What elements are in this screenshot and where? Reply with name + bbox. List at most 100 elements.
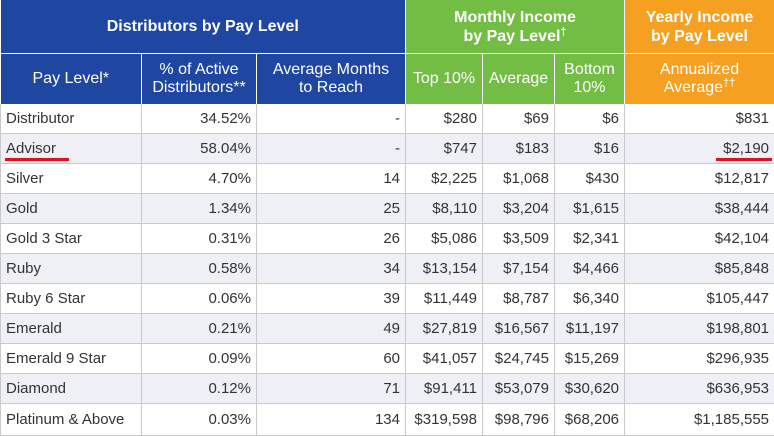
cell-avg-months-text: 26 <box>383 230 400 247</box>
cell-pay-level-text: Silver <box>6 170 44 187</box>
cell-top10-text: $2,225 <box>431 170 477 187</box>
cell-pct-active-text: 4.70% <box>208 170 251 187</box>
cell-average-text: $8,787 <box>503 290 549 307</box>
table-row: Ruby 0.58% 34 $13,154 $7,154 $4,466 $85,848 <box>0 253 774 284</box>
cell-bottom10: $68,206 <box>554 403 626 436</box>
cell-pay-level: Emerald <box>0 313 142 344</box>
cell-avg-months: 26 <box>256 223 406 254</box>
cell-annualized-text: $1,185,555 <box>693 411 770 428</box>
table-row: Emerald 0.21% 49 $27,819 $16,567 $11,197 $198,… <box>0 313 774 344</box>
cell-avg-months: 60 <box>256 343 406 374</box>
cell-avg-months: 25 <box>256 193 406 224</box>
cell-pay-level-text: Emerald <box>6 320 62 337</box>
cell-average: $1,068 <box>482 163 555 194</box>
cell-avg-months-text: - <box>395 140 400 157</box>
cell-avg-months-text: 49 <box>383 320 400 337</box>
cell-pay-level-text: Gold 3 Star <box>6 230 82 247</box>
cell-pay-level-text: Advisor <box>6 140 57 157</box>
cell-bottom10: $2,341 <box>554 223 626 254</box>
table-row: Emerald 9 Star 0.09% 60 $41,057 $24,745 $15,2… <box>0 343 774 374</box>
cell-annualized: $12,817 <box>624 163 774 194</box>
cell-top10: $41,057 <box>405 343 483 374</box>
cell-top10: $280 <box>405 104 483 134</box>
cell-annualized-text: $42,104 <box>714 230 770 247</box>
cell-pct-active: 0.06% <box>141 283 257 314</box>
cell-top10-text: $319,598 <box>414 411 477 428</box>
cell-pay-level-text: Gold <box>6 200 38 217</box>
cell-pct-active-text: 58.04% <box>200 140 251 157</box>
table-row: Diamond 0.12% 71 $91,411 $53,079 $30,620 $636,… <box>0 373 774 404</box>
col-header-pay-level: Pay Level* <box>0 53 142 104</box>
cell-average: $7,154 <box>482 253 555 284</box>
table-row: Platinum & Above 0.03% 134 $319,598 $98,796 $… <box>0 403 774 436</box>
cell-top10-text: $91,411 <box>423 380 477 397</box>
cell-pct-active: 0.09% <box>141 343 257 374</box>
table-row: Gold 1.34% 25 $8,110 $3,204 $1,615 $38,444 <box>0 193 774 224</box>
group-header-distributors: Distributors by Pay Level <box>0 0 406 54</box>
cell-bottom10-text: $15,269 <box>564 350 620 367</box>
cell-avg-months-text: 71 <box>383 380 400 397</box>
cell-bottom10: $30,620 <box>554 373 626 404</box>
cell-annualized-text: $12,817 <box>714 170 770 187</box>
cell-pct-active: 0.31% <box>141 223 257 254</box>
cell-avg-months: 34 <box>256 253 406 284</box>
cell-average-text: $98,796 <box>494 411 549 428</box>
col-header-annualized: Annualized Average†† <box>624 53 774 104</box>
table-body: Distributor 34.52% - $280 $69 $6 $831 Advisor 58… <box>0 104 774 436</box>
cell-avg-months-text: 134 <box>374 411 400 428</box>
cell-annualized-text: $105,447 <box>706 290 770 307</box>
cell-annualized-text: $85,848 <box>714 260 770 277</box>
cell-pct-active-text: 0.21% <box>208 320 251 337</box>
group-header-monthly-income: Monthly Income by Pay Level† <box>405 0 626 54</box>
cell-annualized: $85,848 <box>624 253 774 284</box>
cell-annualized-text: $296,935 <box>706 350 770 367</box>
cell-pct-active-text: 0.31% <box>208 230 251 247</box>
cell-pct-active: 1.34% <box>141 193 257 224</box>
cell-pct-active: 58.04% <box>141 133 257 164</box>
cell-avg-months: 134 <box>256 403 406 436</box>
cell-pay-level-text: Platinum & Above <box>6 411 125 428</box>
bottom-header-line1: Bottom <box>564 61 615 78</box>
cell-top10-text: $11,449 <box>423 290 477 307</box>
cell-avg-months: - <box>256 133 406 164</box>
cell-top10: $11,449 <box>405 283 483 314</box>
cell-annualized: $1,185,555 <box>624 403 774 436</box>
cell-pct-active: 0.03% <box>141 403 257 436</box>
monthly-footnote-mark: † <box>560 25 567 38</box>
cell-pct-active: 0.58% <box>141 253 257 284</box>
cell-annualized: $105,447 <box>624 283 774 314</box>
cell-annualized-text: $831 <box>735 110 770 127</box>
cell-avg-months-text: 14 <box>383 170 400 187</box>
cell-bottom10-text: $68,206 <box>564 411 620 428</box>
cell-bottom10-text: $11,197 <box>565 320 620 337</box>
cell-average: $16,567 <box>482 313 555 344</box>
avg-header-line2: to Reach <box>298 79 364 96</box>
cell-bottom10: $6 <box>554 104 626 134</box>
cell-bottom10: $430 <box>554 163 626 194</box>
cell-avg-months-text: 60 <box>383 350 400 367</box>
cell-pct-active-text: 1.34% <box>208 200 251 217</box>
cell-pct-active-text: 0.03% <box>208 411 251 428</box>
cell-top10: $27,819 <box>405 313 483 344</box>
cell-average-text: $1,068 <box>503 170 549 187</box>
cell-top10: $2,225 <box>405 163 483 194</box>
cell-annualized-text: $636,953 <box>706 380 770 397</box>
cell-average-text: $69 <box>523 110 549 127</box>
bottom-header-line2: 10% <box>573 79 606 96</box>
cell-pay-level: Ruby 6 Star <box>0 283 142 314</box>
cell-pay-level: Gold <box>0 193 142 224</box>
annual-header-line2: Average <box>663 79 724 96</box>
cell-annualized-text: $2,190 <box>723 140 770 157</box>
cell-top10-text: $13,154 <box>422 260 477 277</box>
cell-pct-active: 34.52% <box>141 104 257 134</box>
cell-pct-active: 0.21% <box>141 313 257 344</box>
cell-pay-level-text: Ruby <box>6 260 42 277</box>
cell-annualized-text: $38,444 <box>714 200 770 217</box>
cell-pay-level: Advisor <box>0 133 142 164</box>
cell-average: $24,745 <box>482 343 555 374</box>
cell-average-text: $7,154 <box>503 260 549 277</box>
col-header-bottom10: Bottom 10% <box>554 53 626 104</box>
cell-bottom10: $4,466 <box>554 253 626 284</box>
table-row: Distributor 34.52% - $280 $69 $6 $831 <box>0 104 774 134</box>
